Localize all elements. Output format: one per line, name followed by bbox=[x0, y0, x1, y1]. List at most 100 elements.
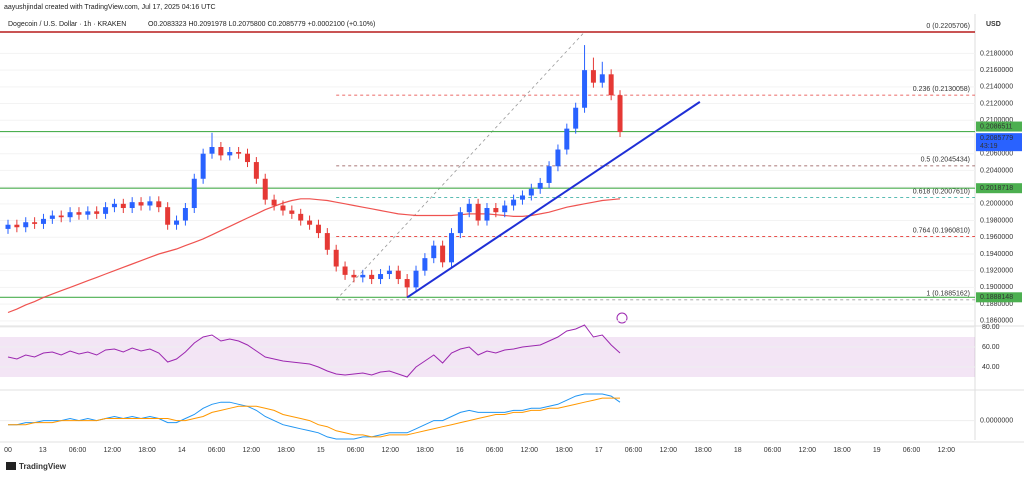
candle-body bbox=[324, 233, 330, 250]
candle-body bbox=[608, 74, 614, 96]
event-icon bbox=[616, 312, 628, 324]
x-tick-label: 16 bbox=[456, 447, 464, 454]
candle-body bbox=[49, 215, 55, 219]
price-label-box bbox=[976, 183, 1022, 194]
candle-body bbox=[67, 212, 73, 218]
candle-body bbox=[511, 199, 517, 206]
candle-body bbox=[165, 207, 171, 225]
candle-body bbox=[191, 178, 197, 209]
y-tick-label: 0.2000000 bbox=[980, 201, 1013, 208]
candle-body bbox=[342, 266, 348, 275]
candle-body bbox=[182, 208, 188, 221]
candle-body bbox=[307, 220, 313, 225]
x-tick-label: 18 bbox=[734, 447, 742, 454]
x-tick-label: 17 bbox=[595, 447, 603, 454]
x-tick-label: 06:00 bbox=[208, 447, 226, 454]
candle-body bbox=[475, 203, 481, 221]
candle-body bbox=[617, 95, 623, 132]
candle-body bbox=[298, 213, 304, 221]
rsi-band bbox=[0, 337, 975, 377]
x-tick-label: 12:00 bbox=[103, 447, 121, 454]
candle-body bbox=[582, 70, 588, 108]
candle-body bbox=[227, 152, 233, 156]
candle-body bbox=[395, 270, 401, 280]
candle-body bbox=[40, 218, 46, 224]
last-price-box bbox=[976, 133, 1022, 152]
x-tick-label: 15 bbox=[317, 447, 325, 454]
x-tick-label: 18:00 bbox=[833, 447, 851, 454]
x-tick-label: 18:00 bbox=[416, 447, 434, 454]
fib-label: 0.764 (0.1960810) bbox=[913, 227, 970, 234]
candle-body bbox=[351, 274, 357, 278]
candle-body bbox=[404, 279, 410, 288]
fib-label: 0 (0.2205706) bbox=[926, 23, 970, 30]
fib-label: 0.236 (0.2130058) bbox=[913, 86, 970, 93]
ohlc: O0.2083323 H0.2091978 L0.2075800 C0.2085… bbox=[148, 21, 375, 28]
candle-body bbox=[333, 249, 339, 267]
candle-body bbox=[386, 270, 392, 275]
x-tick-label: 18:00 bbox=[138, 447, 156, 454]
x-tick-label: 18:00 bbox=[555, 447, 573, 454]
candle-body bbox=[5, 224, 11, 229]
y-tick-label: 0.1960000 bbox=[980, 234, 1013, 241]
y-tick-label: 0.1880000 bbox=[980, 301, 1013, 308]
x-tick-label: 18:00 bbox=[694, 447, 712, 454]
x-tick-label: 00 bbox=[4, 447, 12, 454]
candle-body bbox=[546, 166, 552, 183]
x-tick-label: 13 bbox=[39, 447, 47, 454]
last-price: 0.2085779 bbox=[980, 135, 1013, 142]
y-tick-label: 0.2120000 bbox=[980, 100, 1013, 107]
price-label: 0.1888148 bbox=[980, 294, 1013, 301]
candle-body bbox=[103, 207, 109, 214]
x-tick-label: 14 bbox=[178, 447, 186, 454]
candle-body bbox=[413, 270, 419, 288]
x-tick-label: 18:00 bbox=[277, 447, 295, 454]
candle-body bbox=[147, 201, 153, 206]
x-tick-label: 12:00 bbox=[659, 447, 677, 454]
candle-body bbox=[573, 107, 579, 129]
candle-body bbox=[85, 211, 91, 215]
candle-body bbox=[493, 208, 499, 213]
y-tick-label: 0.1980000 bbox=[980, 217, 1013, 224]
fib-diagonal bbox=[335, 31, 585, 301]
x-tick-label: 06:00 bbox=[347, 447, 365, 454]
price-label-box bbox=[976, 292, 1022, 303]
candle-body bbox=[449, 233, 454, 263]
candle-body bbox=[289, 210, 295, 214]
macd-tick-label: 0.0000000 bbox=[980, 417, 1013, 424]
candle-body bbox=[528, 188, 534, 196]
tv-logo bbox=[6, 462, 16, 470]
candle-body bbox=[555, 149, 561, 167]
candle-body bbox=[466, 203, 472, 213]
candle-body bbox=[23, 222, 29, 228]
y-tick-label: 0.1940000 bbox=[980, 251, 1013, 258]
candle-body bbox=[174, 220, 180, 225]
y-tick-label: 0.2100000 bbox=[980, 117, 1013, 124]
y-tick-label: 0.1920000 bbox=[980, 268, 1013, 275]
candle-body bbox=[519, 195, 525, 200]
fib-label: 0.5 (0.2045434) bbox=[921, 157, 970, 164]
price-label: 0.2086511 bbox=[980, 123, 1013, 130]
candle-body bbox=[76, 212, 82, 215]
rsi-tick-label: 80.00 bbox=[982, 324, 1000, 331]
candle-body bbox=[262, 178, 268, 200]
candle-body bbox=[440, 245, 446, 263]
candle-body bbox=[209, 147, 215, 154]
candle-body bbox=[129, 202, 135, 209]
x-tick-label: 12:00 bbox=[381, 447, 399, 454]
footer-brand: TradingView bbox=[19, 462, 67, 471]
candle-body bbox=[120, 203, 126, 209]
y-tick-label: 0.2180000 bbox=[980, 50, 1013, 57]
y-tick-label: 0.2160000 bbox=[980, 67, 1013, 74]
candle-body bbox=[590, 70, 596, 83]
y-tick-label: 0.1900000 bbox=[980, 284, 1013, 291]
candle-body bbox=[138, 202, 144, 206]
y-tick-label: 0.2140000 bbox=[980, 84, 1013, 91]
price-label: 0.2018718 bbox=[980, 185, 1013, 192]
signal-line bbox=[8, 397, 620, 438]
rsi-tick-label: 60.00 bbox=[982, 344, 1000, 351]
candle-body bbox=[14, 224, 20, 228]
rsi-line bbox=[7, 324, 621, 378]
x-tick-label: 12:00 bbox=[520, 447, 538, 454]
